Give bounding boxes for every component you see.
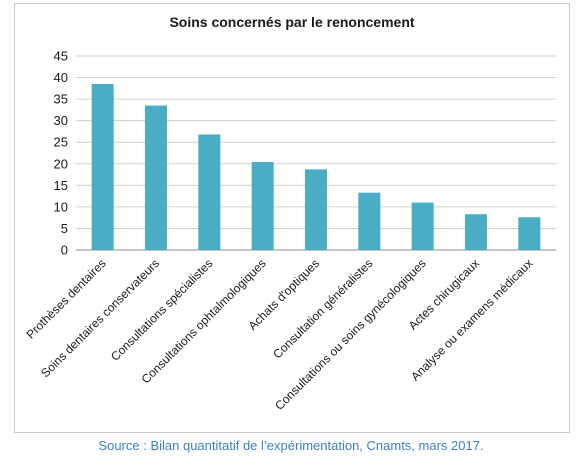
y-tick-label: 10: [54, 199, 68, 214]
y-axis-ticks: 0 5 10 15 20 25 30 35 40 45: [54, 49, 68, 258]
y-tick-label: 5: [61, 221, 68, 236]
bar: [518, 217, 541, 250]
bar: [145, 105, 167, 250]
bar: [358, 192, 381, 250]
bar: [305, 169, 327, 250]
source-note: Source : Bilan quantitatif de l’expérime…: [98, 438, 484, 453]
bar: [198, 134, 221, 250]
y-tick-label: 0: [61, 243, 68, 258]
y-tick-label: 45: [54, 49, 68, 64]
y-tick-label: 20: [54, 156, 68, 171]
bars: [91, 84, 541, 251]
bar: [251, 162, 274, 250]
bar: [465, 214, 487, 250]
y-tick-label: 40: [54, 70, 68, 85]
y-tick-label: 30: [54, 113, 68, 128]
bar: [411, 202, 434, 250]
bar: [91, 84, 114, 251]
x-tick-label: Consultations spécialistes: [108, 256, 216, 364]
x-tick-label: Consultation généralistes: [270, 256, 375, 361]
y-tick-label: 15: [54, 178, 68, 193]
y-tick-label: 35: [54, 92, 68, 107]
chart-title: Soins concernés par le renoncement: [169, 14, 415, 30]
y-tick-label: 25: [54, 135, 68, 150]
